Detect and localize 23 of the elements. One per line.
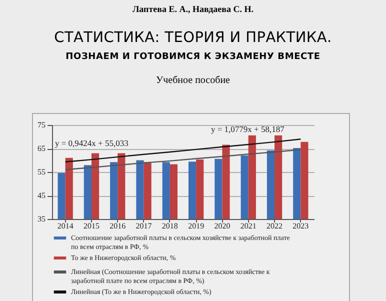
annotation: y = 1,0779x + 58,187: [211, 124, 284, 134]
x-tick-label: 2014: [57, 222, 74, 230]
chart-subtitle: ПОЗНАЕМ И ГОТОВИМСЯ К ЭКЗАМЕНУ ВМЕСТЕ: [64, 52, 322, 62]
y-tick-label: 75: [38, 120, 46, 130]
chart-title: СТАТИСТИКА: ТЕОРИЯ И ПРАКТИКА.: [53, 30, 333, 46]
y-tick-label: 35: [38, 214, 46, 224]
text: Учебное пособие: [155, 75, 231, 88]
y-tick-label: 65: [38, 144, 46, 153]
line-series: [64, 149, 302, 170]
x-tick-label: 2015: [83, 222, 100, 230]
text: Лаптева Е. А., Навдаева С. Н.: [131, 3, 255, 16]
x-tick-label: 2021: [240, 222, 256, 230]
x-tick-label: 2020: [214, 222, 230, 230]
annotation: y = 0,9424x + 55,033: [55, 138, 128, 148]
x-tick-label: 2017: [136, 222, 152, 230]
x-tick-label: 2019: [188, 222, 204, 230]
x-tick-label: 2018: [162, 222, 178, 230]
y-tick-label: 45: [38, 191, 46, 200]
line-series: [64, 138, 302, 162]
x-tick-label: 2022: [266, 222, 283, 230]
y-tick-label: 55: [38, 168, 46, 176]
x-tick-label: 2016: [110, 222, 126, 230]
x-tick-label: 2023: [292, 222, 309, 230]
